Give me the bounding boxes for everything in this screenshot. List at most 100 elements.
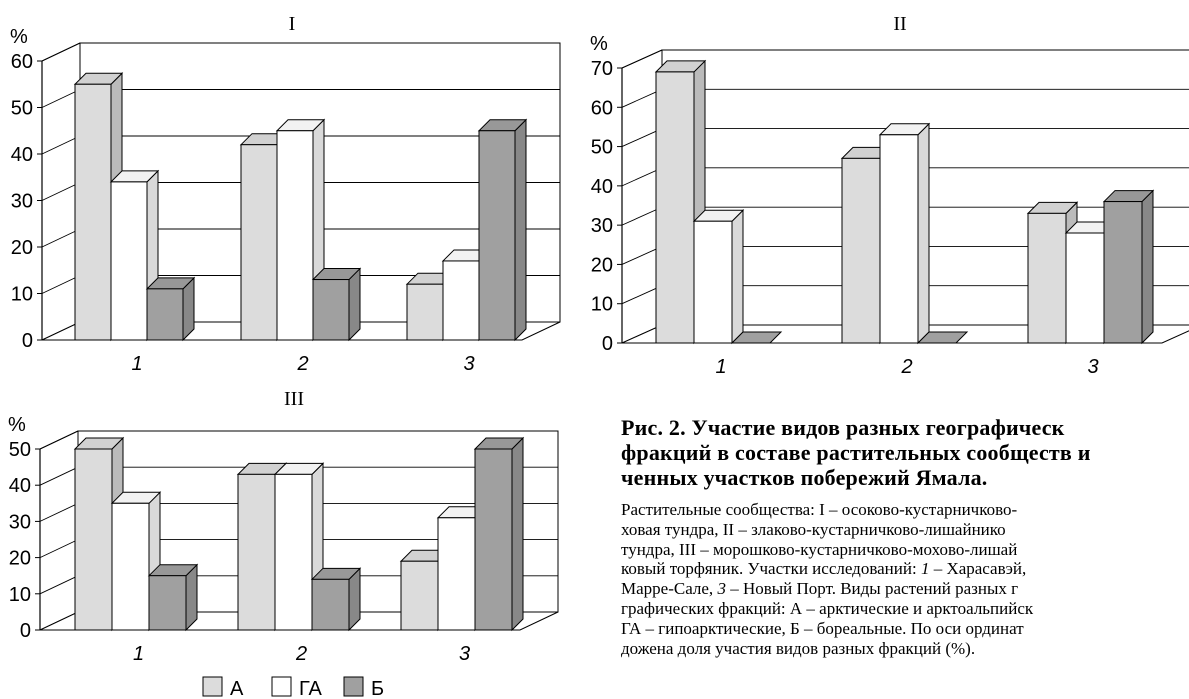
y-tick-label: 20: [11, 237, 33, 259]
bar-А-3: [400, 560, 439, 631]
bar-Б-2: [312, 279, 350, 341]
side-gridline: [621, 246, 663, 265]
bar-А-2: [240, 144, 278, 341]
bar-side: [731, 209, 744, 345]
side-top-edge: [621, 49, 663, 69]
chart-title: I: [289, 13, 296, 35]
bar-ГА-3: [437, 517, 476, 631]
caption-title-line: ченных участков побережий Ямала.: [621, 465, 988, 490]
legend: А ГА Б: [202, 676, 384, 699]
caption-text: ковый торфяник. Участки исследований:: [621, 559, 921, 579]
bar-ГА-3: [1065, 232, 1105, 344]
caption-text: – Харасавэй,: [929, 559, 1027, 579]
legend-label: А: [230, 678, 244, 699]
y-tick-label: 10: [591, 294, 613, 316]
x-category-label: 3: [459, 643, 470, 665]
bar-side: [511, 436, 524, 632]
bar-side: [514, 118, 527, 342]
y-tick-label: 30: [9, 511, 31, 533]
x-category-label: 2: [900, 356, 912, 378]
side-gridline: [39, 539, 79, 559]
bar-ГА-2: [274, 473, 313, 631]
side-gridline: [621, 88, 663, 108]
legend-swatch: [202, 676, 223, 697]
x-category-label: 3: [463, 353, 474, 375]
side-gridline: [41, 275, 81, 294]
legend-label: ГА: [299, 678, 322, 699]
legend-swatch: [343, 676, 364, 697]
side-gridline: [41, 182, 81, 201]
caption-text: – Новый Порт. Виды растений разных г: [725, 579, 1019, 599]
bar-ГА-1: [693, 220, 733, 344]
caption-site-number: 1: [920, 559, 930, 579]
chart-II: 0 10 20 30 40 50 60 70% II 1 2 3: [590, 13, 1189, 378]
caption-text: ховая тундра, II – злаково-кустарничково…: [621, 519, 1006, 539]
bar-ГА-2: [879, 134, 919, 344]
caption-text: тундра, III – морошково-кустарничково-мо…: [621, 539, 1018, 559]
bar-Б-1: [148, 575, 187, 631]
caption-body-line: графических фракций: А – арктические и а…: [621, 599, 1189, 619]
side-gridline: [621, 128, 663, 147]
x-category-label: 2: [296, 353, 308, 375]
y-tick-label: 50: [9, 439, 31, 461]
y-tick-label: 40: [11, 144, 33, 166]
bar-ГА-3: [442, 260, 480, 341]
chart-title: III: [284, 388, 304, 410]
bar-Б-1: [730, 331, 783, 344]
side-top-edge: [39, 430, 79, 450]
bar-Б-2: [311, 578, 350, 631]
y-tick-label: 30: [11, 191, 33, 213]
caption-title-line: фракций в составе растительных сообществ…: [621, 440, 1091, 465]
y-tick-label: 20: [9, 548, 31, 570]
caption-text: дожена доля участия видов разных фракций…: [621, 638, 976, 658]
bar-А-3: [1027, 212, 1067, 344]
bar-side: [1141, 189, 1154, 345]
y-tick-label: 60: [11, 51, 33, 73]
bar-side: [917, 122, 930, 345]
bar-ГА-1: [111, 502, 150, 631]
bar-side: [348, 267, 361, 342]
y-tick-label: 40: [9, 475, 31, 497]
bar-ГА-2: [276, 130, 314, 341]
caption-body-line: ГА – гипоарктические, Б – бореальные. По…: [621, 619, 1189, 639]
y-tick-label: 60: [591, 97, 613, 119]
y-tick-label: 0: [22, 330, 33, 352]
bar-Б-3: [478, 130, 516, 341]
chart-I: 0 10 20 30 40 50 60% I 1 2 3: [10, 13, 561, 375]
chart-III: 0 10 20 30 40 50% III 1 2 3: [8, 388, 559, 665]
x-category-label: 1: [715, 356, 726, 378]
y-tick-label: 10: [11, 284, 33, 306]
bar-Б-3: [474, 448, 513, 631]
side-gridline: [39, 575, 79, 595]
side-gridline: [41, 228, 81, 248]
y-tick-label: 70: [591, 58, 613, 80]
caption-body-line: ховая тундра, II – злаково-кустарничково…: [621, 520, 1189, 540]
caption-body-line: Марре-Сале, 3 – Новый Порт. Виды растени…: [621, 579, 1189, 599]
side-top-edge: [41, 42, 81, 62]
y-tick-label: 30: [591, 215, 613, 237]
x-category-label: 1: [131, 353, 142, 375]
y-tick-label: 10: [9, 584, 31, 606]
x-category-label: 3: [1087, 356, 1098, 378]
bar-Б-2: [916, 331, 969, 344]
chart-title: II: [893, 13, 906, 35]
figure-caption: Рис. 2. Участие видов разных географичес…: [621, 415, 1189, 699]
caption-text: графических фракций: А – арктические и а…: [621, 598, 1034, 618]
caption-body-line: тундра, III – морошково-кустарничково-мо…: [621, 540, 1189, 560]
caption-title: Рис. 2. Участие видов разных географичес…: [621, 415, 1189, 490]
y-tick-label: 0: [20, 620, 31, 642]
side-gridline: [621, 285, 663, 305]
side-gridline: [621, 167, 663, 187]
y-axis-unit-label: %: [8, 414, 26, 436]
y-axis-unit-label: %: [590, 33, 608, 55]
side-gridline: [41, 89, 81, 108]
bar-А-1: [74, 83, 112, 341]
caption-text: Марре-Сале,: [621, 579, 718, 599]
bar-А-3: [406, 283, 444, 341]
y-tick-label: 0: [602, 333, 613, 355]
legend-label: Б: [371, 678, 384, 699]
caption-title-line: Рис. 2. Участие видов разных географичес…: [621, 415, 1065, 440]
y-tick-label: 20: [591, 254, 613, 276]
caption-body: Растительные сообщества: I – осоково-кус…: [621, 500, 1189, 658]
bar-А-2: [841, 157, 881, 344]
